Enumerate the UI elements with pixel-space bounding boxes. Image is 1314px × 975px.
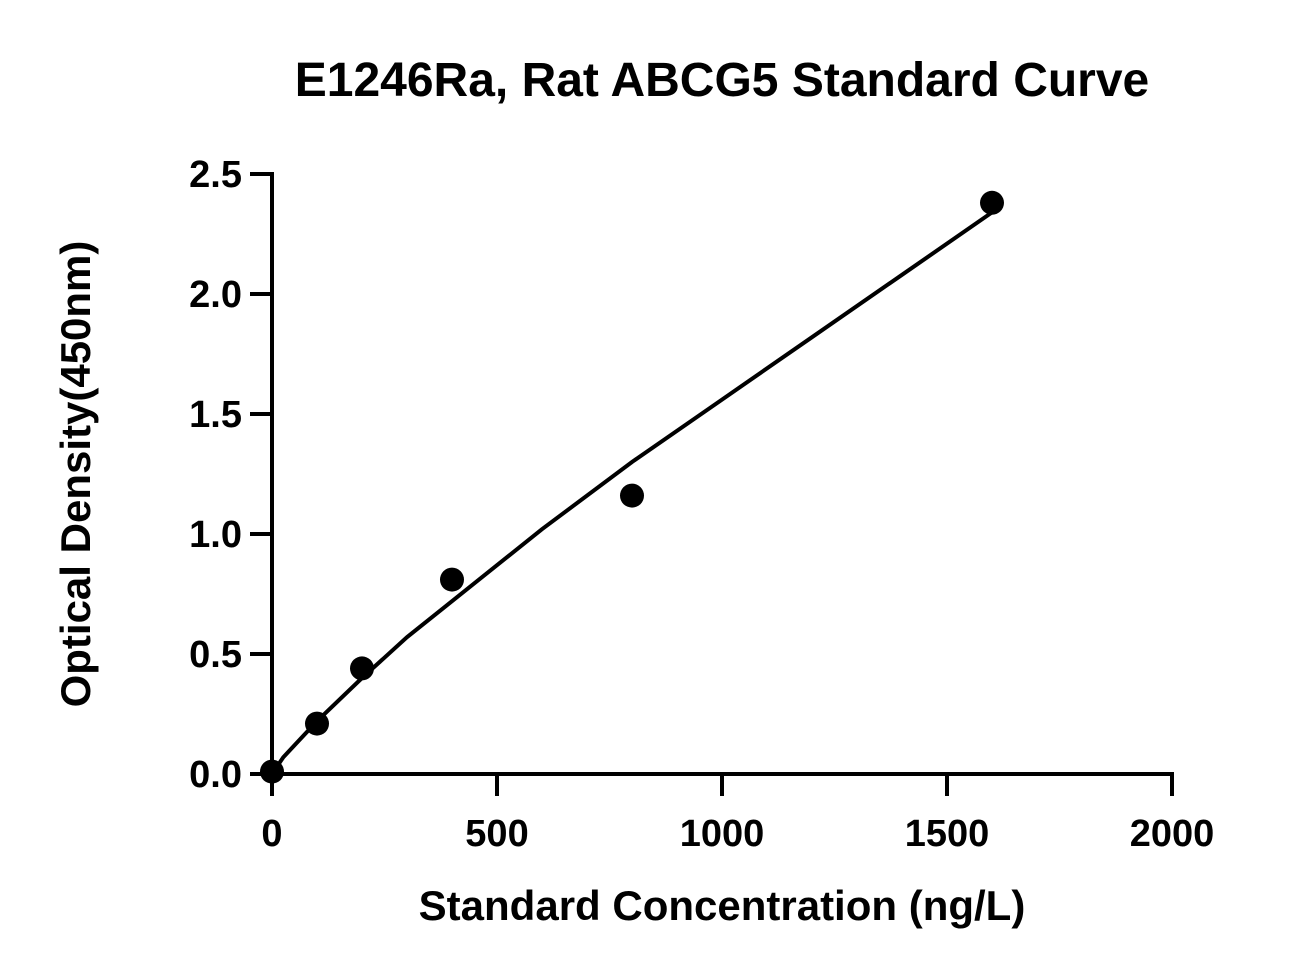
data-point [980, 190, 1004, 215]
chart-title: E1246Ra, Rat ABCG5 Standard Curve [295, 54, 1150, 107]
data-point [260, 759, 284, 784]
y-tick-label: 0.5 [189, 634, 242, 676]
y-tick-label: 0.0 [189, 754, 242, 796]
data-point [350, 656, 374, 681]
x-tick-label: 1000 [680, 813, 765, 855]
x-tick-label: 500 [465, 813, 528, 855]
y-tick-label: 1.5 [189, 394, 242, 436]
data-points [260, 190, 1004, 784]
x-tick-label: 0 [261, 813, 282, 855]
data-point [305, 711, 329, 736]
data-point [440, 567, 464, 592]
data-point [620, 483, 644, 508]
x-ticks: 0 500 1000 1500 2000 [261, 774, 1214, 855]
axes [270, 172, 1174, 776]
x-tick-label: 1500 [905, 813, 990, 855]
fit-curve [270, 210, 994, 776]
x-axis-label: Standard Concentration (ng/L) [419, 882, 1026, 929]
y-axis-label: Optical Density(450nm) [52, 241, 99, 708]
y-tick-label: 2.5 [189, 154, 242, 196]
y-ticks: 0.0 0.5 1.0 1.5 2.0 2.5 [189, 154, 272, 796]
y-tick-label: 1.0 [189, 514, 242, 556]
x-tick-label: 2000 [1130, 813, 1215, 855]
y-tick-label: 2.0 [189, 274, 242, 316]
